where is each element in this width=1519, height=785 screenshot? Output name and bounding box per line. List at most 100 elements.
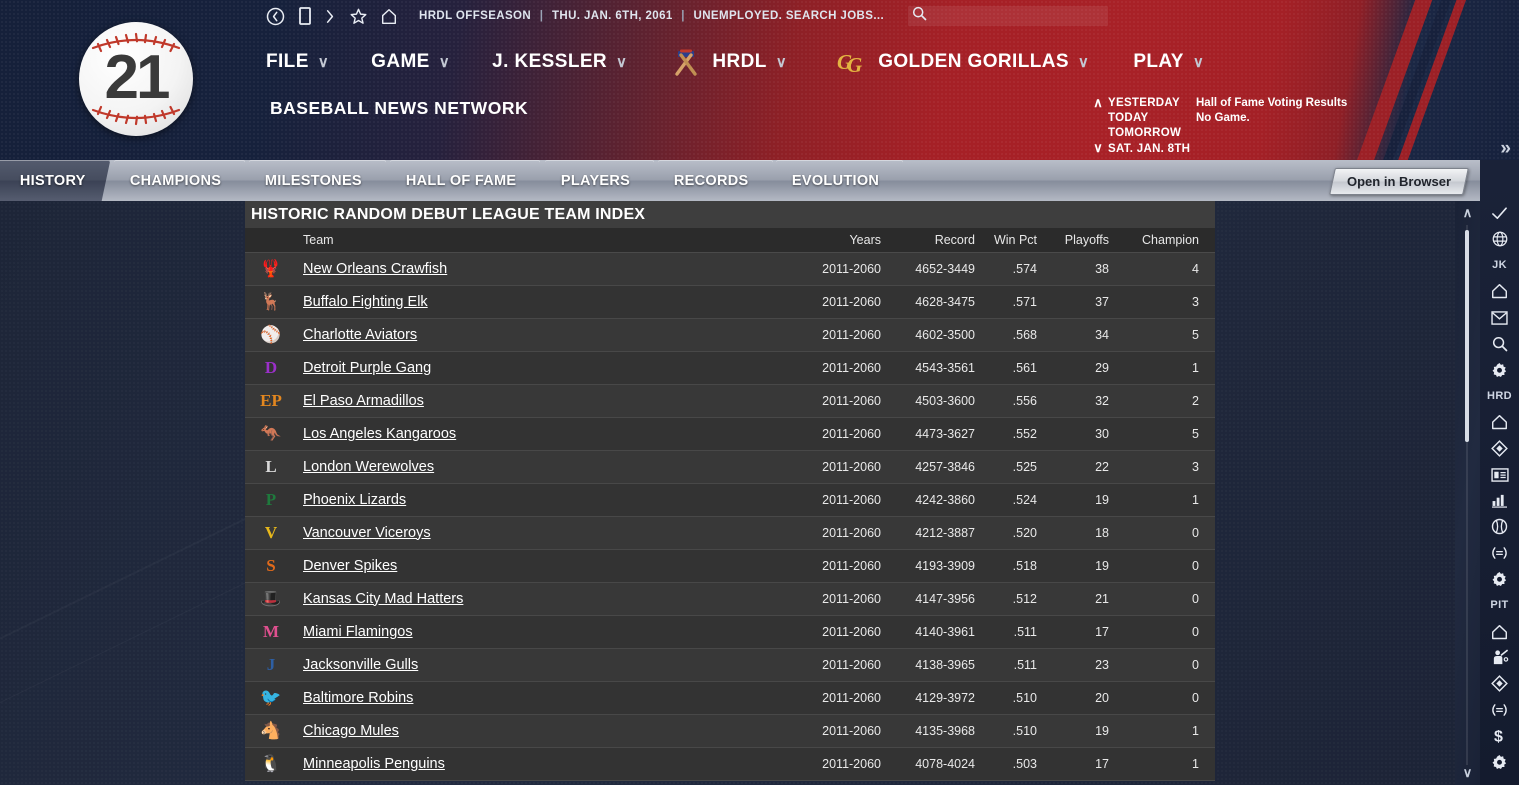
team-link[interactable]: Los Angeles Kangaroos bbox=[303, 425, 457, 442]
team-link[interactable]: El Paso Armadillos bbox=[303, 392, 424, 409]
clock-forward-icon[interactable] bbox=[325, 7, 336, 26]
team-champion-cell: 0 bbox=[1119, 582, 1215, 616]
trade-icon[interactable] bbox=[1480, 697, 1519, 723]
clock-back-icon[interactable] bbox=[266, 7, 285, 26]
table-row[interactable]: 🐴 Chicago Mules 2011-2060 4135-3968.510 19 1 bbox=[245, 714, 1215, 748]
ticker-day-yesterday[interactable]: YESTERDAY bbox=[1108, 97, 1180, 109]
tab-milestones[interactable]: MILESTONES bbox=[240, 160, 387, 201]
table-row[interactable]: L London Werewolves 2011-2060 4257-3846.525… bbox=[245, 450, 1215, 484]
star-icon[interactable] bbox=[350, 8, 367, 25]
table-row[interactable]: M Miami Flamingos 2011-2060 4140-3961.511 17… bbox=[245, 615, 1215, 649]
gear-icon[interactable] bbox=[1480, 566, 1519, 592]
tab-records[interactable]: RECORDS bbox=[649, 160, 773, 201]
home-icon[interactable] bbox=[1480, 278, 1519, 304]
scroll-down-arrow-icon[interactable]: ∨ bbox=[1462, 765, 1473, 780]
home-icon[interactable] bbox=[1480, 618, 1519, 644]
col-header-playoffs[interactable]: Playoffs bbox=[1047, 228, 1119, 253]
team-win-pct-cell: .512 bbox=[985, 582, 1047, 616]
table-row[interactable]: 🐦 Baltimore Robins 2011-2060 4129-3972.510 2… bbox=[245, 681, 1215, 715]
home-icon[interactable] bbox=[1480, 409, 1519, 435]
menu-league[interactable]: HRDL ∨ bbox=[669, 47, 787, 77]
baseball-icon[interactable] bbox=[1480, 514, 1519, 540]
ticker-down-arrow-icon[interactable]: ∨ bbox=[1093, 140, 1103, 155]
team-link[interactable]: Denver Spikes bbox=[303, 557, 398, 574]
gear-icon[interactable] bbox=[1480, 357, 1519, 383]
team-link[interactable]: Jacksonville Gulls bbox=[303, 656, 419, 673]
col-header-win-pct[interactable]: Win Pct bbox=[985, 228, 1047, 253]
home-icon[interactable] bbox=[381, 8, 397, 25]
open-in-browser-button[interactable]: Open in Browser bbox=[1329, 168, 1469, 195]
team-link[interactable]: Miami Flamingos bbox=[303, 623, 413, 640]
expand-chevron-icon[interactable]: » bbox=[1500, 138, 1511, 159]
diamond-icon[interactable] bbox=[1480, 435, 1519, 461]
baseball-seams-icon bbox=[91, 32, 181, 126]
table-row[interactable]: 🦘 Los Angeles Kangaroos 2011-2060 4473-3627… bbox=[245, 417, 1215, 451]
search-icon[interactable] bbox=[1480, 331, 1519, 357]
team-logo-cell: 🦞 bbox=[245, 252, 297, 286]
table-row[interactable]: S Denver Spikes 2011-2060 4193-3909.518 19 0 bbox=[245, 549, 1215, 583]
team-link[interactable]: Baltimore Robins bbox=[303, 689, 414, 706]
tab-champions[interactable]: CHAMPIONS bbox=[105, 160, 246, 201]
menu-play[interactable]: PLAY ∨ bbox=[1133, 51, 1204, 73]
table-row[interactable]: ⚾ Charlotte Aviators 2011-2060 4602-3500.56… bbox=[245, 318, 1215, 352]
table-row[interactable]: P Phoenix Lizards 2011-2060 4242-3860.524 19… bbox=[245, 483, 1215, 517]
menu-user[interactable]: J. KESSLER ∨ bbox=[492, 51, 627, 73]
bar-chart-icon[interactable] bbox=[1480, 488, 1519, 514]
ticker-day-future[interactable]: SAT. JAN. 8TH bbox=[1108, 142, 1191, 155]
scroll-up-arrow-icon[interactable]: ∧ bbox=[1462, 205, 1473, 220]
vertical-scrollbar[interactable]: ∧ ∨ bbox=[1455, 201, 1480, 785]
trade-icon[interactable] bbox=[1480, 540, 1519, 566]
team-link[interactable]: Buffalo Fighting Elk bbox=[303, 293, 428, 310]
mail-icon[interactable] bbox=[1480, 305, 1519, 331]
team-link[interactable]: Vancouver Viceroys bbox=[303, 524, 431, 541]
ticker-arrows: ∧ ∨ bbox=[1088, 92, 1108, 158]
status-employment[interactable]: UNEMPLOYED. SEARCH JOBS... bbox=[693, 10, 885, 22]
batter-icon[interactable] bbox=[1480, 645, 1519, 671]
ticker-event-yesterday[interactable]: Hall of Fame Voting Results bbox=[1196, 97, 1348, 109]
app-logo-baseball[interactable]: 21 bbox=[79, 22, 193, 136]
globe-icon[interactable] bbox=[1480, 226, 1519, 252]
table-row[interactable]: EP El Paso Armadillos 2011-2060 4503-3600.5… bbox=[245, 384, 1215, 418]
aviators-logo: ⚾ bbox=[257, 321, 285, 349]
team-link[interactable]: Detroit Purple Gang bbox=[303, 359, 432, 376]
tab-hall-of-fame[interactable]: HALL OF FAME bbox=[381, 160, 541, 201]
col-header-team[interactable]: Team bbox=[297, 228, 803, 253]
team-link[interactable]: Minneapolis Penguins bbox=[303, 755, 445, 772]
tab-evolution[interactable]: EVOLUTION bbox=[768, 160, 905, 201]
dollar-icon[interactable]: $ bbox=[1480, 723, 1519, 749]
table-row[interactable]: 🐧 Minneapolis Penguins 2011-2060 4078-4024.… bbox=[245, 747, 1215, 781]
table-row[interactable]: 🎩 Kansas City Mad Hatters 2011-2060 4147-39… bbox=[245, 582, 1215, 616]
ticker-day-today[interactable]: TODAY bbox=[1108, 112, 1149, 125]
col-header-champion[interactable]: Champion bbox=[1119, 228, 1215, 253]
team-link[interactable]: London Werewolves bbox=[303, 458, 435, 475]
team-link[interactable]: Kansas City Mad Hatters bbox=[303, 590, 464, 607]
team-link[interactable]: New Orleans Crawfish bbox=[303, 260, 448, 277]
table-row[interactable]: 🦞 New Orleans Crawfish 2011-2060 4652-3449.… bbox=[245, 252, 1215, 286]
team-link[interactable]: Charlotte Aviators bbox=[303, 326, 418, 343]
check-icon[interactable] bbox=[1480, 200, 1519, 226]
team-link[interactable]: Phoenix Lizards bbox=[303, 491, 407, 508]
table-row[interactable]: V Vancouver Viceroys 2011-2060 4212-3887.52… bbox=[245, 516, 1215, 550]
col-header-record[interactable]: Record bbox=[891, 228, 985, 253]
team-record-cell: 4602-3500 bbox=[891, 318, 985, 352]
gear-icon[interactable] bbox=[1480, 749, 1519, 775]
menu-file[interactable]: FILE ∨ bbox=[266, 51, 329, 73]
tab-players[interactable]: PLAYERS bbox=[536, 160, 655, 201]
table-row[interactable]: 🦌 Buffalo Fighting Elk 2011-2060 4628-3475.… bbox=[245, 285, 1215, 319]
tab-history[interactable]: HISTORY bbox=[0, 160, 111, 201]
scrollbar-track[interactable] bbox=[1466, 225, 1468, 765]
header-search-box[interactable] bbox=[908, 6, 1109, 26]
calendar-day-icon[interactable] bbox=[299, 7, 311, 25]
menu-team[interactable]: G G GOLDEN GORILLAS ∨ bbox=[835, 47, 1089, 77]
ticker-day-tomorrow[interactable]: TOMORROW bbox=[1108, 127, 1182, 140]
team-link[interactable]: Chicago Mules bbox=[303, 722, 399, 739]
search-input[interactable] bbox=[931, 10, 1100, 22]
roster-card-icon[interactable] bbox=[1480, 462, 1519, 488]
table-row[interactable]: D Detroit Purple Gang 2011-2060 4543-3561.5… bbox=[245, 351, 1215, 385]
col-header-years[interactable]: Years bbox=[803, 228, 891, 253]
table-row[interactable]: J Jacksonville Gulls 2011-2060 4138-3965.51… bbox=[245, 648, 1215, 682]
ticker-up-arrow-icon[interactable]: ∧ bbox=[1093, 95, 1103, 110]
scrollbar-thumb[interactable] bbox=[1465, 230, 1469, 442]
diamond-icon[interactable] bbox=[1480, 671, 1519, 697]
menu-game[interactable]: GAME ∨ bbox=[371, 51, 450, 73]
